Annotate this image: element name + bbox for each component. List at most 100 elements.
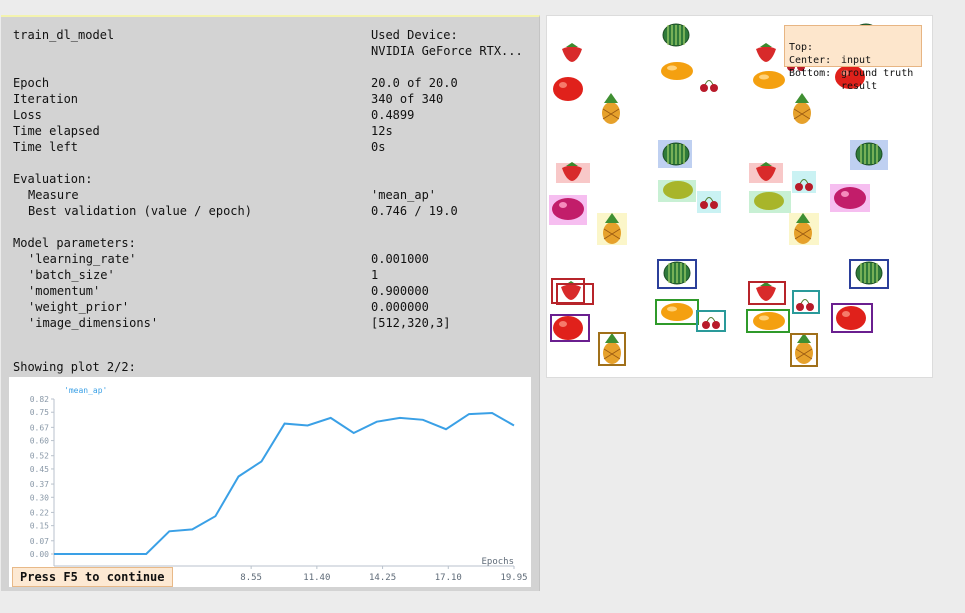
cherry-icon xyxy=(700,80,718,92)
legend-row-center: Center: ground truth xyxy=(789,41,917,79)
model-name: train_dl_model xyxy=(13,28,115,42)
orange-icon xyxy=(661,303,693,321)
watermelon-icon xyxy=(855,142,883,166)
result-box xyxy=(696,310,726,332)
plot-caption: Showing plot 2/2: xyxy=(13,360,136,374)
pineapple-icon xyxy=(603,213,621,244)
x-tick-label: 19.95 xyxy=(500,573,527,583)
mean-ap-chart: 0.00 0.07 0.15 0.22 0.30 0.37 0.45 0.52 0.60 0.67… xyxy=(30,386,528,583)
param-name: 'batch_size' xyxy=(28,268,115,282)
time-elapsed-value: 12s xyxy=(371,124,393,138)
x-tick-label: 8.55 xyxy=(240,573,262,583)
param-value: 0.900000 xyxy=(371,284,429,298)
param-value: 1 xyxy=(371,268,379,282)
strawberry-icon xyxy=(756,282,776,301)
y-tick-label: 0.82 xyxy=(30,395,49,404)
watermelon-icon xyxy=(663,261,691,285)
watermelon-icon xyxy=(855,261,883,285)
lime-icon xyxy=(754,192,784,210)
pineapple-icon xyxy=(795,333,813,364)
iteration-label: Iteration xyxy=(13,92,79,106)
cherry-icon xyxy=(700,197,718,209)
plum-icon xyxy=(834,187,866,209)
loss-value: 0.4899 xyxy=(371,108,415,122)
loss-label: Loss xyxy=(13,108,42,122)
legend-key: Top: xyxy=(789,42,814,53)
pineapple-icon xyxy=(603,333,621,364)
time-elapsed-label: Time elapsed xyxy=(13,124,100,138)
y-tick-label: 0.37 xyxy=(30,480,49,489)
x-tick-label: 14.25 xyxy=(369,573,396,583)
result-box xyxy=(550,314,590,342)
cherry-icon xyxy=(702,317,720,329)
param-value: 0.001000 xyxy=(371,252,429,266)
y-tick-label: 0.07 xyxy=(30,537,49,546)
y-tick-label: 0.67 xyxy=(30,423,49,432)
result-box xyxy=(792,290,820,314)
series-line xyxy=(54,411,515,555)
y-tick-label: 0.22 xyxy=(30,508,49,517)
orange-icon xyxy=(661,62,693,80)
time-left-label: Time left xyxy=(13,140,79,154)
tomato-icon xyxy=(835,65,865,89)
time-left-value: 0s xyxy=(371,140,386,154)
param-value: 0.000000 xyxy=(371,300,429,314)
param-value: [512,320,3] xyxy=(371,316,451,330)
result-box xyxy=(790,333,818,367)
y-tick-label: 0.15 xyxy=(30,522,49,531)
pineapple-icon xyxy=(794,213,812,244)
plum-icon xyxy=(552,198,584,220)
lime-icon xyxy=(663,181,693,199)
image-legend: Top: input Center: ground truth Bottom: … xyxy=(784,25,922,92)
pineapple-icon xyxy=(793,93,811,124)
legend-key: Bottom: xyxy=(789,68,832,79)
best-validation-label: Best validation (value / epoch) xyxy=(28,204,252,218)
ground-truth-box xyxy=(697,191,721,213)
x-axis-label: Epochs xyxy=(481,557,514,567)
continue-button[interactable]: Press F5 to continue xyxy=(12,567,173,587)
tomato-icon xyxy=(553,77,583,101)
legend-row-bottom: Bottom: result xyxy=(789,54,917,92)
pineapple-icon xyxy=(602,93,620,124)
series-label: 'mean_ap' xyxy=(64,386,107,395)
legend-key: Center: xyxy=(789,55,832,66)
strawberry-icon xyxy=(562,43,582,62)
y-tick-label: 0.52 xyxy=(30,452,49,461)
legend-value: ground truth xyxy=(841,68,914,79)
y-tick-label: 0.30 xyxy=(30,493,49,502)
result-box xyxy=(849,259,889,289)
legend-value: input xyxy=(841,55,872,66)
param-name: 'momentum' xyxy=(28,284,101,298)
orange-icon xyxy=(753,71,785,89)
result-box xyxy=(748,281,786,305)
y-tick-label: 0.00 xyxy=(30,550,49,559)
device-label: Used Device: xyxy=(371,28,458,42)
epoch-label: Epoch xyxy=(13,76,50,90)
result-box xyxy=(657,259,697,289)
tomato-icon xyxy=(836,306,866,330)
model-parameters-heading: Model parameters: xyxy=(13,236,136,250)
strawberry-icon xyxy=(756,162,776,181)
device-value: NVIDIA GeForce RTX... xyxy=(371,44,523,58)
watermelon-icon xyxy=(662,142,690,166)
y-tick-label: 0.45 xyxy=(30,465,49,474)
iteration-value: 340 of 340 xyxy=(371,92,444,106)
strawberry-icon xyxy=(756,43,776,62)
ground-truth-box xyxy=(792,171,816,193)
param-name: 'learning_rate' xyxy=(28,252,137,266)
measure-label: Measure xyxy=(28,188,79,202)
tomato-icon xyxy=(553,316,583,340)
legend-row-top: Top: input xyxy=(789,28,917,66)
watermelon-icon xyxy=(662,23,690,47)
x-tick-label: 11.40 xyxy=(303,573,330,583)
legend-value: result xyxy=(841,81,878,92)
orange-icon xyxy=(753,312,785,330)
x-tick-label: 17.10 xyxy=(435,573,462,583)
y-tick-label: 0.75 xyxy=(30,408,49,417)
strawberry-icon xyxy=(562,162,582,181)
y-tick-label: 0.60 xyxy=(30,437,49,446)
result-box xyxy=(746,309,790,333)
param-name: 'image_dimensions' xyxy=(28,316,159,330)
training-plot: 0.00 0.07 0.15 0.22 0.30 0.37 0.45 0.52 0.60 0.67… xyxy=(9,377,531,587)
result-box xyxy=(831,303,873,333)
